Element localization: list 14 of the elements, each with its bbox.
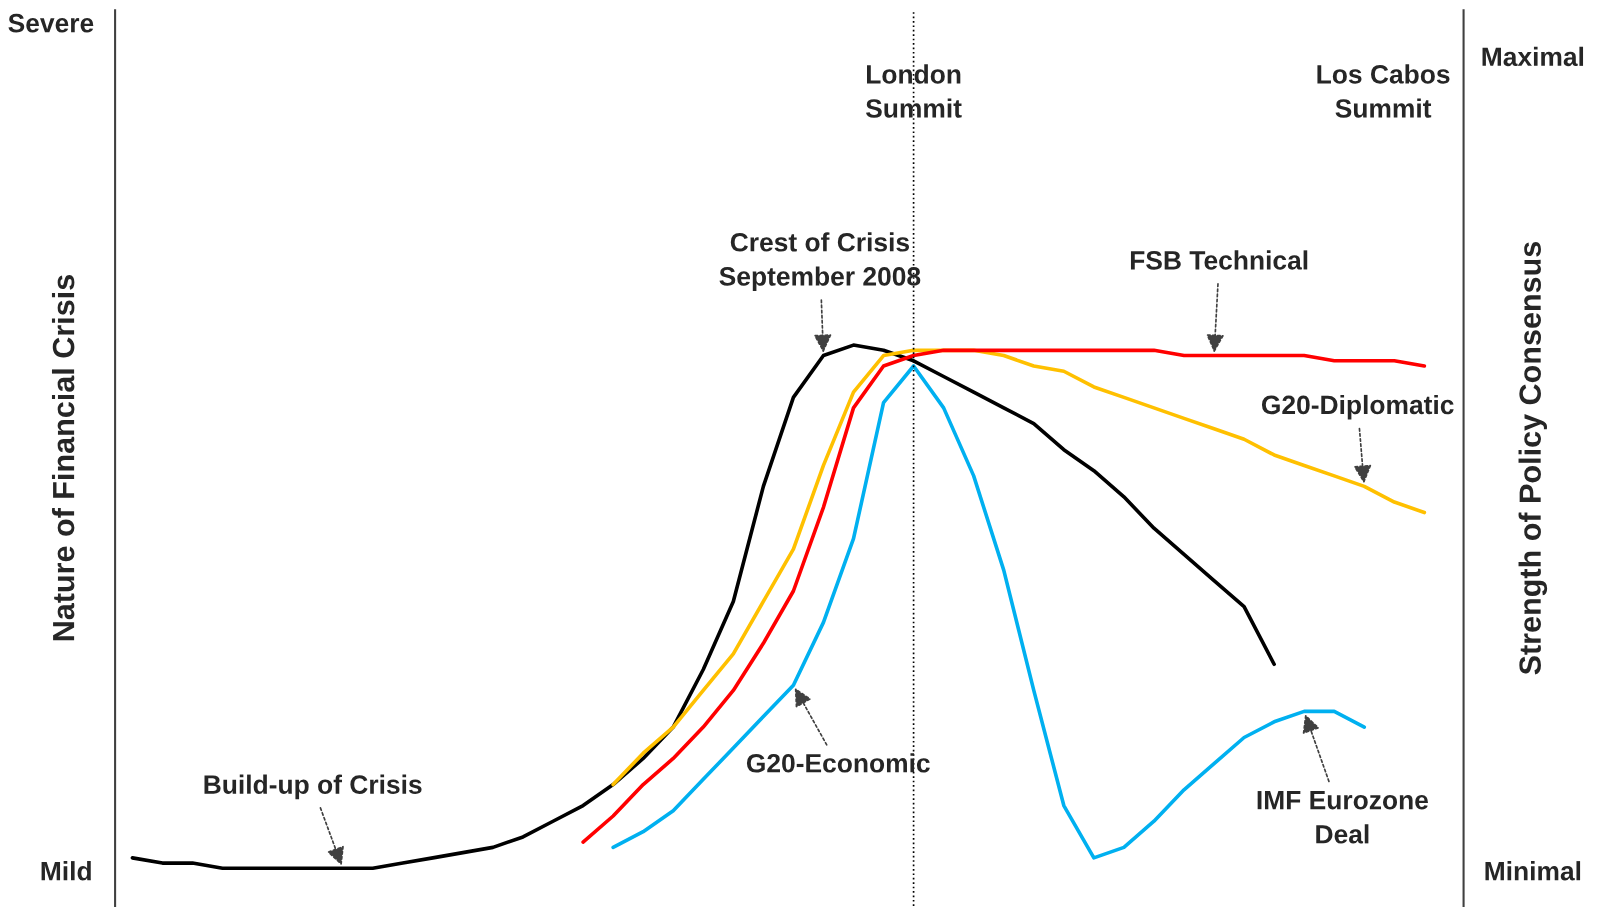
text: London Summit [865,64,962,118]
annotation: Build-up of Crisis [204,774,422,800]
text: Los Cabos Summit [1317,64,1450,118]
text: FSB Technical [1130,250,1308,270]
series-label: G20-Diplomatic [1261,394,1454,420]
text: Crest of Crisis September 2008 [719,232,921,291]
text: Mild [41,861,91,881]
y-axis-title: Nature of Financial Crisis [51,275,75,641]
text: Minimal [1485,861,1581,881]
text: Severe [8,13,94,33]
text: Maximal [1482,46,1584,67]
y2-axis-title: Strength of Policy Consensus [1518,242,1548,675]
annotation: IMF Eurozone Deal [1257,791,1428,844]
series-label: G20-Economic [746,753,930,773]
